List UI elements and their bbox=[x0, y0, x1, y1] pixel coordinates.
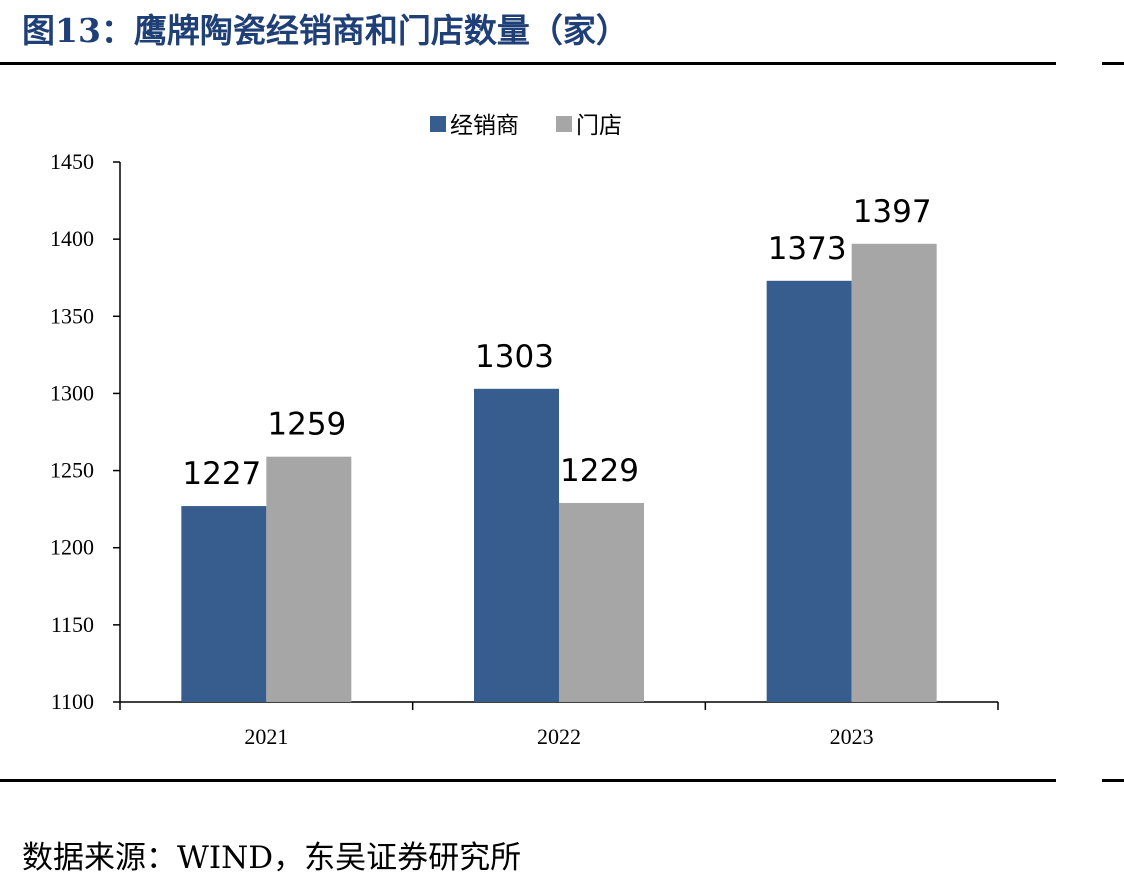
bar-store bbox=[851, 243, 937, 702]
x-tick-label: 2023 bbox=[830, 724, 874, 749]
y-tick-label: 1450 bbox=[50, 149, 94, 174]
y-tick-label: 1100 bbox=[51, 689, 94, 714]
y-tick-label: 1400 bbox=[50, 226, 94, 251]
x-tick-label: 2022 bbox=[537, 724, 581, 749]
x-tick-label: 2021 bbox=[244, 724, 288, 749]
bar-store bbox=[559, 502, 644, 702]
y-tick-label: 1250 bbox=[50, 458, 94, 483]
top-divider bbox=[0, 62, 1056, 65]
bottom-divider bbox=[0, 779, 1056, 782]
bar-store bbox=[266, 456, 352, 702]
data-label: 1397 bbox=[853, 194, 932, 230]
bar-dealer bbox=[474, 388, 559, 702]
y-tick-label: 1200 bbox=[50, 535, 94, 560]
legend-label: 门店 bbox=[576, 113, 622, 139]
data-label: 1373 bbox=[768, 231, 847, 267]
legend-label: 经销商 bbox=[450, 113, 519, 139]
y-tick-label: 1350 bbox=[50, 303, 94, 328]
legend-swatch bbox=[556, 116, 572, 132]
source-note: 数据来源：WIND，东吴证券研究所 bbox=[22, 840, 522, 876]
data-label: 1259 bbox=[267, 407, 346, 443]
chart-title: 图13：鹰牌陶瓷经销商和门店数量（家） bbox=[22, 11, 629, 50]
y-tick-label: 1300 bbox=[50, 380, 94, 405]
bar-dealer bbox=[181, 506, 267, 702]
top-divider-right bbox=[1102, 62, 1124, 65]
bottom-divider-right bbox=[1102, 779, 1124, 782]
y-axis: 1100 1150 1200 1250 1300 1350 1400 1450 bbox=[50, 149, 121, 714]
y-tick-label: 1150 bbox=[51, 612, 94, 637]
data-label: 1229 bbox=[560, 453, 639, 489]
data-label: 1303 bbox=[475, 339, 554, 375]
x-axis: 2021 2022 2023 bbox=[119, 701, 999, 749]
legend-swatch bbox=[430, 116, 446, 132]
bar-dealer bbox=[766, 280, 852, 702]
data-label: 1227 bbox=[182, 456, 261, 492]
legend: 经销商 门店 bbox=[430, 113, 622, 139]
bars bbox=[181, 243, 937, 702]
